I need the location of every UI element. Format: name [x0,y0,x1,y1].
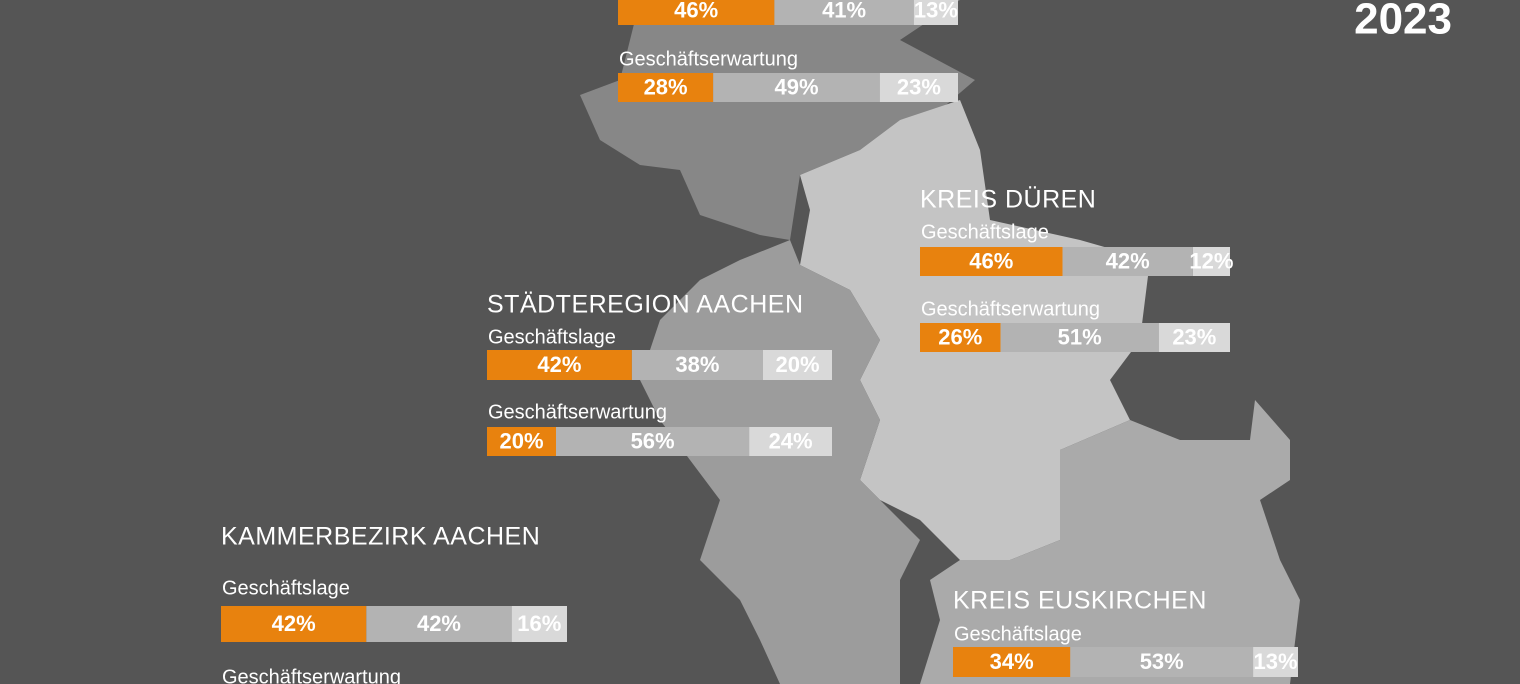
indicator-label: Geschäftserwartung [488,401,667,423]
indicator-label: Geschäftslage [954,623,1082,645]
bar-segment [774,0,914,25]
segment-label: 23% [897,74,941,99]
segment-label: 38% [675,352,719,377]
segment-label: 46% [674,0,718,22]
segment-label: 42% [537,352,581,377]
segment-label: 42% [272,611,316,636]
segment-label: 24% [769,428,813,453]
segment-label: 53% [1140,649,1184,674]
indicator-label: Geschäftslage [488,326,616,348]
segment-label: 13% [1254,649,1298,674]
bar-segment [618,73,714,102]
bar-segment [487,350,632,380]
bar-segment [913,0,958,25]
segment-label: 51% [1058,324,1102,349]
bar-segment [953,647,1071,677]
segment-label: 23% [1172,324,1216,349]
bar-segment [556,427,750,456]
year: 2023 [1354,0,1452,44]
region-name: KREIS EUSKIRCHEN [953,587,1207,615]
indicator-label: Geschäftserwartung [222,666,401,684]
bar-segment [920,323,1001,352]
bar-segment [879,73,958,102]
segment-label: 49% [774,74,818,99]
segment-label: 13% [914,0,958,22]
map-region-heinsberg [580,0,975,240]
indicator-label: Geschäftserwartung [619,48,798,70]
bar-segment [366,606,512,642]
region-name: STÄDTEREGION AACHEN [487,291,804,319]
segment-label: 20% [775,352,819,377]
segment-label: 12% [1189,248,1233,273]
segment-label: 42% [417,611,461,636]
segment-label: 16% [517,611,561,636]
bar-segment [763,350,832,380]
bar-segment [487,427,556,456]
bar-segment [749,427,832,456]
region-name: KAMMERBEZIRK AACHEN [221,523,540,551]
bar-segment [1192,247,1230,276]
indicator-label: Geschäftslage [222,577,350,599]
indicator-label: Geschäftslage [921,221,1049,243]
segment-label: 56% [631,428,675,453]
bar-segment [1253,647,1298,677]
segment-label: 28% [644,74,688,99]
bar-segment [618,0,775,25]
segment-label: 46% [969,248,1013,273]
bar-segment [1000,323,1159,352]
segment-label: 41% [822,0,866,22]
bar-segment [713,73,880,102]
bar-segment [1062,247,1193,276]
map-region-euskirchen [920,400,1300,684]
segment-label: 20% [499,428,543,453]
segment-label: 34% [990,649,1034,674]
bar-segment [221,606,367,642]
bar-segment [1158,323,1230,352]
segment-label: 42% [1106,248,1150,273]
bar-segment [920,247,1063,276]
bar-segment [511,606,567,642]
bar-segment [631,350,763,380]
region-name: KREIS DÜREN [920,186,1096,214]
segment-label: 26% [938,324,982,349]
bar-segment [1070,647,1254,677]
indicator-label: Geschäftserwartung [921,298,1100,320]
